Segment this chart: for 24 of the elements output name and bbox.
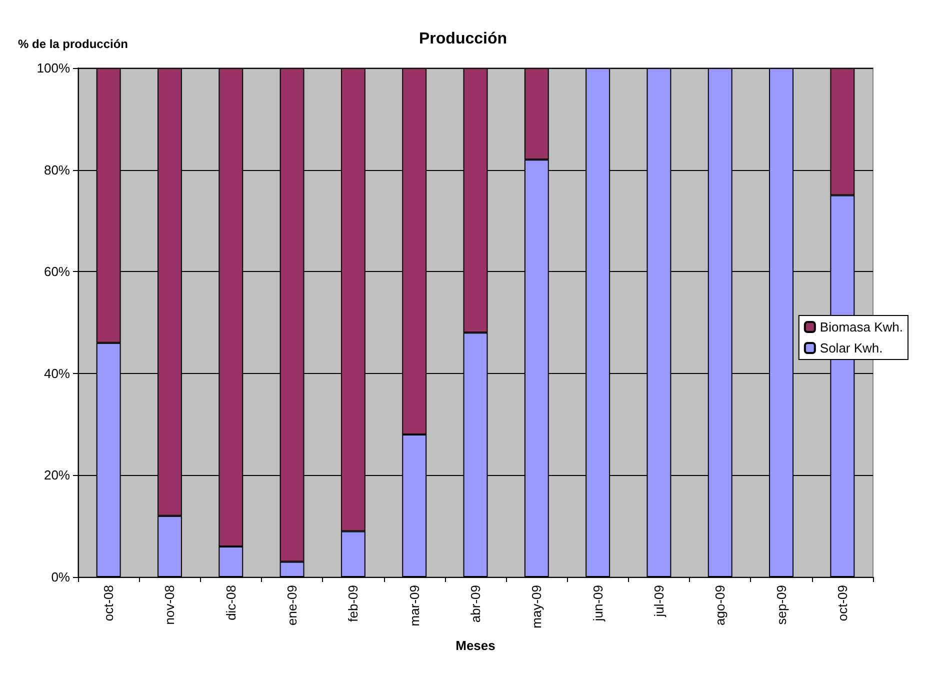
y-axis-title: % de la producción <box>18 37 128 51</box>
x-tick-label: ago-09 <box>712 585 728 626</box>
x-tick-label: jun-09 <box>590 585 606 622</box>
x-tick-label: abr-09 <box>468 585 483 623</box>
chart-title: Producción <box>418 30 508 48</box>
y-tick-label: 40% <box>44 366 70 381</box>
x-tick-label: ene-09 <box>284 585 300 626</box>
x-tick-label: nov-08 <box>162 585 178 625</box>
x-tick-label: dic-08 <box>223 585 238 620</box>
y-tick-label: 0% <box>51 570 70 584</box>
y-tick-label: 60% <box>44 264 70 280</box>
x-tick-label: mar-09 <box>406 585 422 626</box>
x-tick-label: oct-09 <box>834 585 850 622</box>
x-axis-title: Meses <box>456 638 496 653</box>
y-tick-label: 80% <box>44 162 70 178</box>
y-tick-label: 100% <box>36 60 70 76</box>
x-tick-label: jul-09 <box>651 585 666 618</box>
x-tick-label: sep-09 <box>774 585 789 625</box>
legend-label: Solar Kwh. <box>820 340 883 356</box>
legend-label: Biomasa Kwh. <box>820 320 904 334</box>
y-tick-label: 20% <box>44 468 70 483</box>
x-tick-label: feb-09 <box>346 585 361 622</box>
x-tick-label: oct-08 <box>101 585 116 622</box>
x-tick-label: may-09 <box>529 585 544 628</box>
